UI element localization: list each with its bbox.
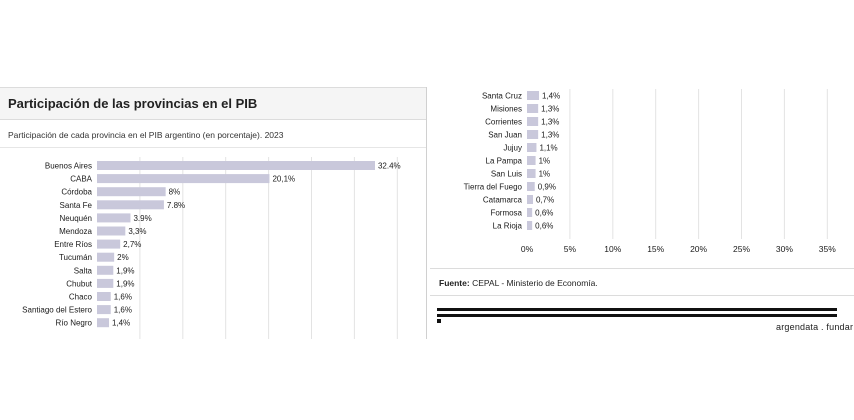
- left-chart-panel: Participación de las provincias en el PI…: [0, 87, 426, 339]
- category-label: Jujuy: [503, 144, 522, 153]
- bar: [527, 208, 533, 217]
- source-note: Fuente: CEPAL - Ministerio de Economía.: [439, 278, 598, 288]
- logo-dot: [437, 319, 441, 323]
- right-bar-chart: Santa Cruz 1,4% Misiones 1,3% Corrientes 1,3%…: [464, 89, 836, 254]
- category-label: Formosa: [490, 209, 522, 218]
- right-chart-panel: Santa Cruz 1,4% Misiones 1,3% Corrientes 1,3%…: [430, 87, 854, 337]
- value-label: 1,1%: [539, 144, 557, 153]
- category-label: Tierra del Fuego: [464, 183, 523, 192]
- bar: [97, 278, 114, 288]
- category-label: CABA: [70, 175, 92, 184]
- source-divider-bottom: [430, 295, 854, 296]
- bar: [97, 226, 126, 236]
- x-tick-label: 15%: [647, 244, 664, 254]
- value-label: 1,4%: [112, 319, 130, 328]
- category-label: Córdoba: [61, 188, 92, 197]
- category-label: Buenos Aires: [45, 162, 92, 171]
- bar: [97, 305, 111, 315]
- x-tick-label: 20%: [690, 244, 707, 254]
- category-label: La Rioja: [493, 222, 523, 231]
- bar: [97, 187, 166, 197]
- source-text: CEPAL - Ministerio de Economía.: [472, 278, 598, 288]
- value-label: 3.9%: [133, 214, 151, 223]
- logo-bar-bottom: [437, 314, 837, 317]
- category-label: Salta: [74, 266, 93, 275]
- category-label: San Juan: [488, 131, 522, 140]
- value-label: 2,7%: [123, 240, 141, 249]
- value-label: 1,9%: [116, 279, 134, 288]
- bar: [527, 117, 539, 126]
- bar: [97, 239, 121, 249]
- x-tick-label: 5%: [564, 244, 577, 254]
- category-label: Catamarca: [483, 196, 523, 205]
- bar: [97, 200, 164, 210]
- bar: [527, 143, 537, 152]
- category-label: Chaco: [69, 293, 93, 302]
- value-label: 7.8%: [167, 201, 185, 210]
- category-label: Misiones: [490, 105, 522, 114]
- bar: [97, 161, 375, 170]
- logo-bar-top: [437, 308, 837, 311]
- value-label: 1,3%: [541, 105, 559, 114]
- category-label: Santiago del Estero: [22, 306, 92, 315]
- value-label: 2%: [117, 253, 129, 262]
- value-label: 0,6%: [535, 222, 553, 231]
- bar: [97, 318, 110, 328]
- category-label: Mendoza: [59, 227, 92, 236]
- value-label: 1%: [539, 157, 551, 166]
- value-label: 32.4%: [378, 162, 401, 171]
- panel-divider: [426, 87, 427, 339]
- category-label: La Pampa: [486, 157, 523, 166]
- bar: [527, 91, 540, 100]
- x-tick-label: 30%: [776, 244, 793, 254]
- x-tick-label: 25%: [733, 244, 750, 254]
- value-label: 20,1%: [272, 175, 295, 184]
- category-label: Neuquén: [60, 214, 92, 223]
- x-tick-label: 35%: [819, 244, 836, 254]
- subtitle-divider: [0, 147, 426, 148]
- value-label: 0,6%: [535, 209, 553, 218]
- category-label: Entre Ríos: [54, 240, 92, 249]
- source-label: Fuente:: [439, 278, 470, 288]
- bar: [97, 252, 115, 262]
- x-tick-label: 0%: [521, 244, 534, 254]
- value-label: 1%: [539, 170, 551, 179]
- value-label: 1,3%: [541, 131, 559, 140]
- source-divider-top: [430, 268, 854, 269]
- category-label: Corrientes: [485, 118, 522, 127]
- bar: [527, 195, 534, 204]
- bar: [527, 182, 535, 191]
- category-label: Tucumán: [59, 253, 92, 262]
- category-label: San Luis: [491, 170, 522, 179]
- bar: [97, 213, 131, 223]
- value-label: 1,4%: [542, 92, 560, 101]
- chart-header: Participación de las provincias en el PI…: [0, 87, 426, 120]
- bar: [97, 292, 111, 301]
- bar: [97, 265, 114, 275]
- value-label: 1,9%: [116, 266, 134, 275]
- category-label: Río Negro: [56, 319, 93, 328]
- value-label: 1,6%: [114, 293, 132, 302]
- category-label: Santa Cruz: [482, 92, 522, 101]
- chart-subtitle: Participación de cada provincia en el PI…: [8, 130, 284, 140]
- value-label: 1,6%: [114, 306, 132, 315]
- value-label: 0,9%: [538, 183, 556, 192]
- value-label: 3,3%: [128, 227, 146, 236]
- bar: [527, 169, 536, 178]
- category-label: Chubut: [66, 279, 93, 288]
- value-label: 0,7%: [536, 196, 554, 205]
- bar: [97, 174, 270, 184]
- bar: [527, 221, 533, 230]
- x-tick-label: 10%: [604, 244, 621, 254]
- left-bar-chart: Buenos Aires 32.4% CABA 20,1% Córdoba 8% Santa…: [22, 157, 401, 339]
- category-label: Santa Fe: [60, 201, 93, 210]
- bar: [527, 156, 536, 165]
- bar: [527, 104, 539, 113]
- value-label: 1,3%: [541, 118, 559, 127]
- brand-logo: argendata . fundar: [776, 322, 854, 332]
- value-label: 8%: [169, 188, 181, 197]
- bar: [527, 130, 539, 139]
- chart-title: Participación de las provincias en el PI…: [8, 96, 258, 111]
